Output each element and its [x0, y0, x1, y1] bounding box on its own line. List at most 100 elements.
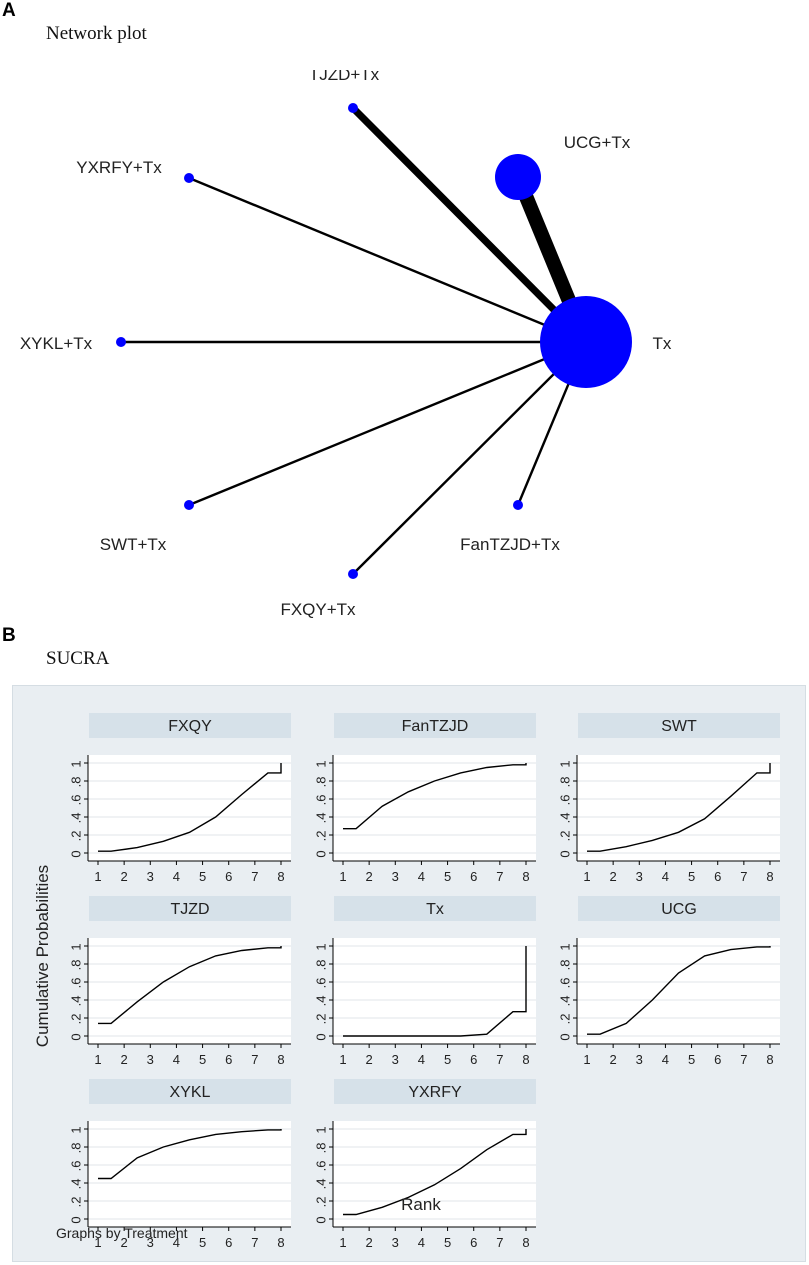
y-tick-label: .4 [68, 1179, 83, 1190]
y-tick-label: .4 [557, 996, 572, 1007]
panel-title: FXQY [168, 718, 212, 735]
y-tick-label: .8 [557, 777, 572, 788]
sucra-curve-xykl [98, 1129, 282, 1180]
x-tick-label: 2 [121, 869, 128, 884]
x-tick-label: 7 [496, 869, 503, 884]
x-tick-label: 2 [366, 869, 373, 884]
panel-strip [89, 713, 291, 738]
panel-title: YXRFY [408, 1084, 462, 1101]
x-tick-label: 4 [662, 1052, 669, 1067]
y-tick-label: .2 [557, 831, 572, 842]
panel-strip [334, 713, 536, 738]
x-tick-label: 2 [366, 1052, 373, 1067]
node-tx [540, 296, 632, 388]
x-tick-label: 6 [470, 1052, 477, 1067]
panel-fantzjd: FanTZJD 0 .2 .4 .6 .8 1 1 2 3 4 5 6 7 8 [313, 713, 536, 884]
plot-area [333, 938, 536, 1044]
y-tick-label: .6 [68, 978, 83, 989]
y-tick-label: .6 [557, 978, 572, 989]
plot-area [88, 938, 291, 1044]
panel-title: TJZD [170, 901, 209, 918]
sucra-curve-swt [587, 763, 771, 852]
y-tick-label: .8 [313, 1143, 328, 1154]
sucra-curve-fantzjd [343, 763, 527, 830]
y-tick-label: .6 [313, 1161, 328, 1172]
y-tick-label: .6 [68, 1161, 83, 1172]
x-tick-label: 3 [636, 1052, 643, 1067]
panel-yxrfy: YXRFY 0 .2 .4 .6 .8 1 1 2 3 4 5 6 7 8 [313, 1079, 536, 1250]
sucra-curve-ucg [587, 946, 771, 1035]
x-tick-label: 8 [522, 869, 529, 884]
x-tick-label: 2 [610, 1052, 617, 1067]
node-label-fxqy-tx: FXQY+Tx [280, 600, 356, 619]
node-label-xykl-tx: XYKL+Tx [20, 334, 93, 353]
x-tick-label: 5 [199, 1235, 206, 1250]
y-tick-label: 0 [68, 1216, 83, 1223]
x-tick-label: 1 [339, 869, 346, 884]
y-tick-label: 1 [557, 943, 572, 950]
x-tick-label: 1 [583, 1052, 590, 1067]
x-tick-label: 8 [522, 1052, 529, 1067]
x-tick-label: 6 [714, 1052, 721, 1067]
y-tick-label: .8 [68, 777, 83, 788]
y-tick-label: 1 [557, 760, 572, 767]
panel-title: XYKL [170, 1084, 211, 1101]
network-nodes: TJZD+Tx UCG+Tx YXRFY+Tx XYKL+Tx Tx SWT+Tx FanT… [20, 70, 672, 619]
node-label-ucg-tx: UCG+Tx [564, 133, 631, 152]
panel-tx: Tx 0 .2 .4 .6 .8 1 1 2 3 4 5 6 7 8 [313, 896, 536, 1067]
x-tick-label: 3 [392, 1052, 399, 1067]
x-tick-label: 4 [418, 869, 425, 884]
node-label-tjzd-tx: TJZD+Tx [309, 70, 380, 84]
x-tick-label: 6 [225, 1052, 232, 1067]
y-tick-label: .6 [68, 795, 83, 806]
x-tick-label: 8 [277, 1052, 284, 1067]
sucra-curve-tjzd [98, 946, 282, 1025]
y-tick-label: .2 [68, 831, 83, 842]
x-tick-label: 4 [418, 1235, 425, 1250]
y-tick-label: .4 [313, 1179, 328, 1190]
x-tick-label: 2 [610, 869, 617, 884]
y-tick-label: .4 [313, 813, 328, 824]
x-tick-label: 7 [251, 1052, 258, 1067]
x-tick-label: 7 [740, 869, 747, 884]
x-tick-label: 6 [470, 869, 477, 884]
x-tick-label: 8 [277, 1235, 284, 1250]
x-tick-label: 1 [339, 1235, 346, 1250]
edge-swt-tx [188, 340, 587, 507]
x-tick-label: 3 [147, 1235, 154, 1250]
x-tick-label: 3 [392, 869, 399, 884]
panel-b-letter: B [2, 625, 16, 646]
y-tick-label: .8 [313, 960, 328, 971]
node-fantzjd-tx [513, 500, 523, 510]
y-tick-label: .2 [313, 1014, 328, 1025]
x-tick-label: 3 [392, 1235, 399, 1250]
plot-area [577, 938, 780, 1044]
node-label-yxrfy-tx: YXRFY+Tx [76, 158, 162, 177]
x-tick-label: 5 [199, 1052, 206, 1067]
edge-fxqy-tx [352, 341, 587, 575]
x-tick-label: 4 [662, 869, 669, 884]
y-tick-label: .6 [557, 795, 572, 806]
panel-swt: SWT 0 .2 .4 .6 .8 1 1 2 3 4 5 6 7 8 [557, 713, 780, 884]
plot-area [577, 755, 780, 861]
sucra-title: SUCRA [46, 648, 110, 669]
y-tick-label: 0 [557, 1033, 572, 1040]
panel-strip [578, 896, 780, 921]
network-plot: TJZD+Tx UCG+Tx YXRFY+Tx XYKL+Tx Tx SWT+Tx FanT… [20, 70, 672, 619]
y-axis-label: Cumulative Probabilities [33, 865, 52, 1047]
x-tick-label: 7 [496, 1052, 503, 1067]
y-tick-label: .4 [68, 996, 83, 1007]
panel-xykl: XYKL 0 .2 .4 .6 .8 1 1 2 3 4 5 6 7 8 [68, 1079, 291, 1250]
y-tick-label: .4 [68, 813, 83, 824]
x-tick-label: 6 [225, 869, 232, 884]
node-label-tx: Tx [653, 334, 672, 353]
panel-title: FanTZJD [402, 718, 469, 735]
panel-ucg: UCG 0 .2 .4 .6 .8 1 1 2 3 4 5 6 7 8 [557, 896, 780, 1067]
node-yxrfy-tx [184, 173, 194, 183]
x-tick-label: 4 [418, 1052, 425, 1067]
y-tick-label: 1 [313, 760, 328, 767]
network-plot-title: Network plot [46, 23, 147, 44]
sucra-curve-fxqy [98, 763, 282, 852]
node-tjzd-tx [348, 103, 358, 113]
panel-title: SWT [661, 718, 697, 735]
